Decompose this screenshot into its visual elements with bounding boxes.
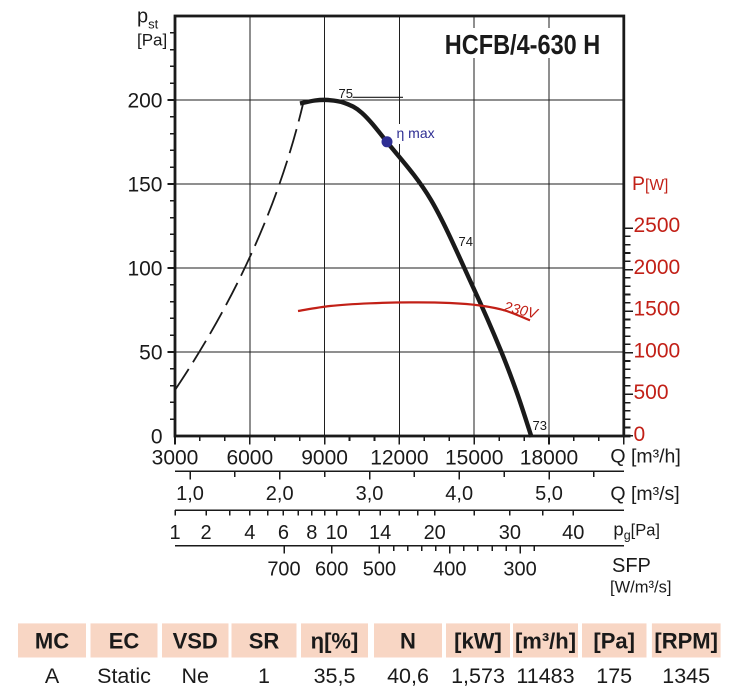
svg-text:1000: 1000 <box>634 339 681 362</box>
svg-text:Q [m³/h]: Q [m³/h] <box>610 446 680 468</box>
svg-text:Q [m³/s]: Q [m³/s] <box>610 483 679 505</box>
svg-text:[W/m³/s]: [W/m³/s] <box>610 579 671 597</box>
svg-text:15000: 15000 <box>445 447 503 470</box>
svg-text:1,573: 1,573 <box>451 664 505 688</box>
svg-text:500: 500 <box>363 559 396 581</box>
svg-text:1: 1 <box>169 522 180 544</box>
svg-text:Static: Static <box>97 664 151 688</box>
svg-text:[m³/h]: [m³/h] <box>515 629 576 654</box>
svg-text:600: 600 <box>315 559 348 581</box>
svg-text:1345: 1345 <box>662 664 710 688</box>
svg-text:9000: 9000 <box>301 447 348 470</box>
svg-text:2,0: 2,0 <box>266 483 294 505</box>
svg-text:8: 8 <box>306 522 317 544</box>
svg-text:6000: 6000 <box>226 447 273 470</box>
svg-text:200: 200 <box>127 89 162 112</box>
svg-text:14: 14 <box>369 522 391 544</box>
svg-text:18000: 18000 <box>520 447 578 470</box>
svg-text:150: 150 <box>127 173 162 196</box>
svg-text:P[W]: P[W] <box>632 173 668 195</box>
svg-text:η[%]: η[%] <box>311 629 359 654</box>
svg-text:40,6: 40,6 <box>387 664 429 688</box>
svg-text:500: 500 <box>634 381 669 404</box>
svg-text:11483: 11483 <box>516 664 574 688</box>
svg-text:EC: EC <box>109 629 140 654</box>
svg-text:Ne: Ne <box>181 664 208 688</box>
svg-text:A: A <box>45 664 60 688</box>
svg-text:30: 30 <box>499 522 521 544</box>
svg-text:10: 10 <box>326 522 348 544</box>
svg-text:230V: 230V <box>501 299 540 323</box>
svg-text:[Pa]: [Pa] <box>593 629 635 654</box>
svg-text:6: 6 <box>278 522 289 544</box>
svg-text:50: 50 <box>139 341 162 364</box>
svg-text:700: 700 <box>267 559 300 581</box>
svg-text:75: 75 <box>339 86 353 101</box>
svg-text:MC: MC <box>35 629 69 654</box>
svg-text:SFP: SFP <box>612 555 651 577</box>
svg-text:12000: 12000 <box>370 447 428 470</box>
svg-text:0: 0 <box>151 425 163 448</box>
svg-text:20: 20 <box>424 522 446 544</box>
svg-text:40: 40 <box>562 522 584 544</box>
svg-text:3000: 3000 <box>152 447 199 470</box>
svg-text:N: N <box>400 629 416 654</box>
svg-text:[RPM]: [RPM] <box>654 629 718 654</box>
svg-text:4: 4 <box>244 522 255 544</box>
svg-text:1,0: 1,0 <box>176 483 204 505</box>
svg-text:175: 175 <box>596 664 632 688</box>
svg-text:35,5: 35,5 <box>314 664 356 688</box>
svg-text:74: 74 <box>459 234 473 249</box>
svg-text:0: 0 <box>634 423 646 446</box>
svg-text:400: 400 <box>433 559 466 581</box>
svg-text:3,0: 3,0 <box>356 483 384 505</box>
svg-text:HCFB/4-630 H: HCFB/4-630 H <box>445 30 600 60</box>
svg-text:[Pa]: [Pa] <box>137 31 167 50</box>
svg-text:300: 300 <box>503 559 536 581</box>
svg-text:1: 1 <box>258 664 270 688</box>
svg-text:100: 100 <box>127 257 162 280</box>
svg-text:η max: η max <box>397 125 435 141</box>
svg-text:pg[Pa]: pg[Pa] <box>613 519 660 543</box>
svg-text:5,0: 5,0 <box>535 483 563 505</box>
svg-text:2500: 2500 <box>634 214 681 237</box>
svg-text:2: 2 <box>200 522 211 544</box>
svg-text:VSD: VSD <box>173 629 218 654</box>
svg-text:SR: SR <box>249 629 280 654</box>
svg-text:4,0: 4,0 <box>445 483 473 505</box>
svg-text:2000: 2000 <box>634 256 681 279</box>
svg-text:73: 73 <box>533 418 547 433</box>
svg-text:1500: 1500 <box>634 298 681 321</box>
svg-text:[kW]: [kW] <box>454 629 502 654</box>
